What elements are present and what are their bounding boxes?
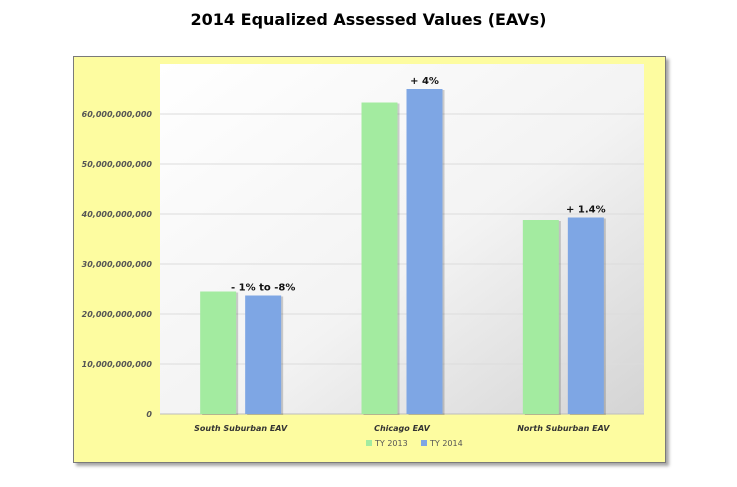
legend-label: TY 2013 bbox=[374, 439, 408, 448]
legend-swatch bbox=[366, 440, 372, 446]
plot-area bbox=[160, 64, 644, 414]
y-tick-label: 40,000,000,000 bbox=[81, 210, 153, 219]
bar bbox=[361, 102, 398, 414]
bars bbox=[200, 89, 606, 415]
legend: TY 2013 TY 2014 bbox=[366, 439, 463, 448]
bar bbox=[200, 291, 237, 414]
y-tick-label: 10,000,000,000 bbox=[82, 360, 153, 369]
y-tick-label: 60,000,000,000 bbox=[82, 110, 153, 119]
bar bbox=[522, 220, 559, 414]
y-axis-labels: 0 10,000,000,000 20,000,000,000 30,000,000,… bbox=[81, 110, 153, 419]
bar bbox=[567, 217, 604, 414]
y-tick-label: 0 bbox=[146, 410, 152, 419]
bar-chart: 0 10,000,000,000 20,000,000,000 30,000,000,… bbox=[81, 64, 644, 448]
y-tick-label: 30,000,000,000 bbox=[82, 260, 153, 269]
gridlines bbox=[160, 113, 644, 415]
annotations: - 1% to -8% + 4% + 1.4% bbox=[231, 76, 606, 294]
bar bbox=[406, 89, 443, 414]
x-tick-label: North Suburban EAV bbox=[517, 424, 610, 433]
x-tick-label: South Suburban EAV bbox=[194, 424, 288, 433]
x-axis-labels: South Suburban EAV Chicago EAV North Subur… bbox=[194, 424, 610, 433]
bar-annotation: - 1% to -8% bbox=[231, 283, 295, 294]
bar-annotation: + 1.4% bbox=[566, 205, 606, 216]
bar bbox=[245, 295, 282, 414]
chart-title: 2014 Equalized Assessed Values (EAVs) bbox=[190, 10, 547, 29]
y-tick-label: 50,000,000,000 bbox=[82, 160, 153, 169]
legend-label: TY 2014 bbox=[429, 439, 463, 448]
bar-annotation: + 4% bbox=[410, 76, 439, 87]
y-tick-label: 20,000,000,000 bbox=[82, 310, 153, 319]
x-tick-label: Chicago EAV bbox=[374, 424, 431, 433]
legend-swatch bbox=[421, 440, 427, 446]
